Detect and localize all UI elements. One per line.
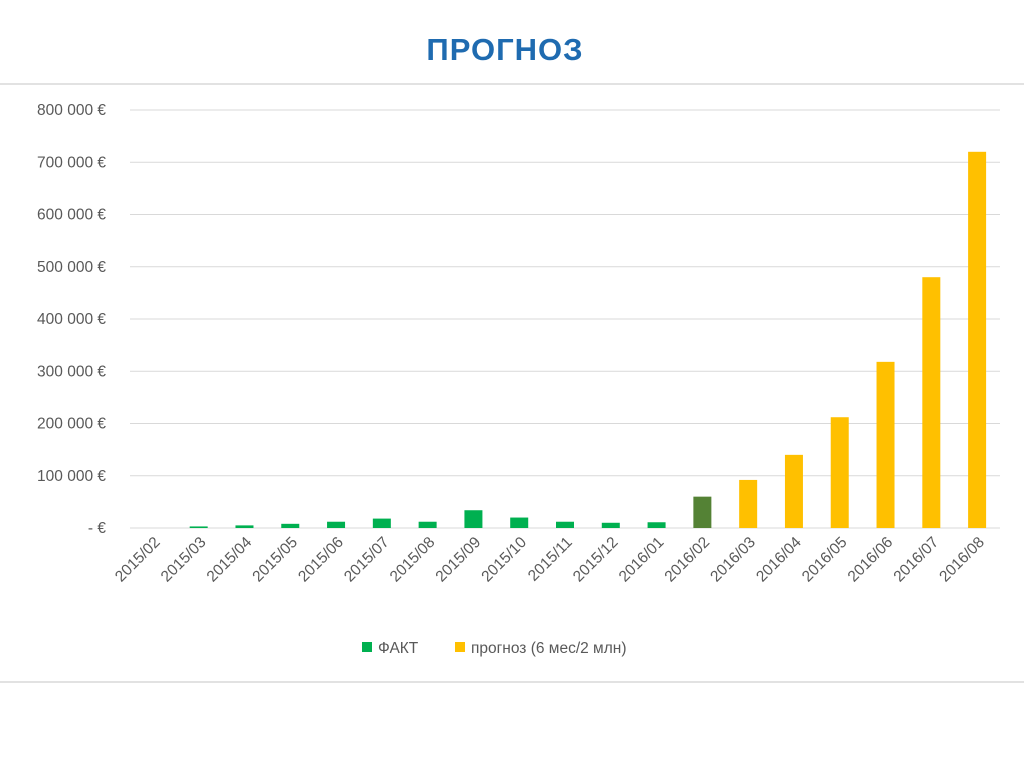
x-tick-label: 2016/04: [753, 534, 805, 586]
x-tick-label: 2016/08: [936, 534, 988, 586]
y-tick-label: 800 000 €: [37, 102, 106, 119]
x-tick-label: 2016/07: [891, 534, 943, 586]
bottom-divider: [0, 681, 1024, 683]
x-tick-label: 2015/10: [478, 534, 530, 586]
y-tick-label: 700 000 €: [37, 154, 106, 171]
bar-2016/07: [922, 277, 941, 528]
x-tick-label: 2015/05: [249, 534, 301, 586]
bar-2015/04: [235, 525, 254, 528]
bar-2015/07: [372, 518, 391, 528]
bar-2016/05: [830, 417, 849, 528]
bar-2016/01: [647, 522, 666, 528]
y-tick-label: - €: [88, 520, 106, 537]
y-tick-label: 100 000 €: [37, 468, 106, 485]
bar-chart: - € 100 000 € 200 000 € 300 000 € 400 000 € 5…: [37, 102, 1000, 657]
x-tick-label: 2016/02: [662, 534, 714, 586]
x-tick-label: 2015/04: [204, 534, 256, 586]
x-tick-label: 2015/03: [158, 534, 210, 586]
x-tick-label: 2015/09: [433, 534, 485, 586]
y-tick-label: 500 000 €: [37, 259, 106, 276]
bar-2015/12: [601, 522, 620, 528]
bar-2015/09: [464, 510, 483, 528]
page-title: ПРОГНОЗ: [426, 32, 584, 67]
bar-2016/08: [968, 151, 987, 529]
bar-2015/06: [327, 521, 346, 528]
bar-2016/02: [693, 496, 712, 528]
bar-2015/08: [418, 521, 437, 528]
bar-2016/03: [739, 479, 758, 528]
bar-2016/04: [784, 454, 803, 528]
x-tick-label: 2015/02: [112, 534, 164, 586]
y-tick-label: 600 000 €: [37, 207, 106, 224]
x-tick-label: 2016/06: [845, 534, 897, 586]
y-tick-label: 200 000 €: [37, 416, 106, 433]
legend-label-0: ФАКТ: [378, 640, 419, 657]
bar-2015/10: [510, 517, 529, 528]
y-tick-label: 400 000 €: [37, 311, 106, 328]
bar-2015/05: [281, 523, 300, 528]
x-tick-label: 2016/01: [616, 534, 668, 586]
x-tick-label: 2015/06: [295, 534, 347, 586]
bar-2015/11: [556, 521, 574, 528]
title-divider: [0, 83, 1024, 85]
x-tick-label: 2015/07: [341, 534, 393, 586]
x-tick-label: 2016/03: [707, 534, 759, 586]
legend-swatch-1: [455, 642, 465, 652]
x-tick-label: 2015/12: [570, 534, 622, 586]
x-tick-label: 2016/05: [799, 534, 851, 586]
legend-label-1: прогноз (6 мес/2 млн): [471, 640, 626, 657]
legend-swatch-0: [362, 642, 372, 652]
x-tick-label: 2015/11: [525, 534, 576, 585]
bar-2016/06: [876, 361, 895, 528]
x-tick-label: 2015/08: [387, 534, 439, 586]
y-tick-label: 300 000 €: [37, 363, 106, 380]
bar-2015/03: [189, 526, 208, 528]
